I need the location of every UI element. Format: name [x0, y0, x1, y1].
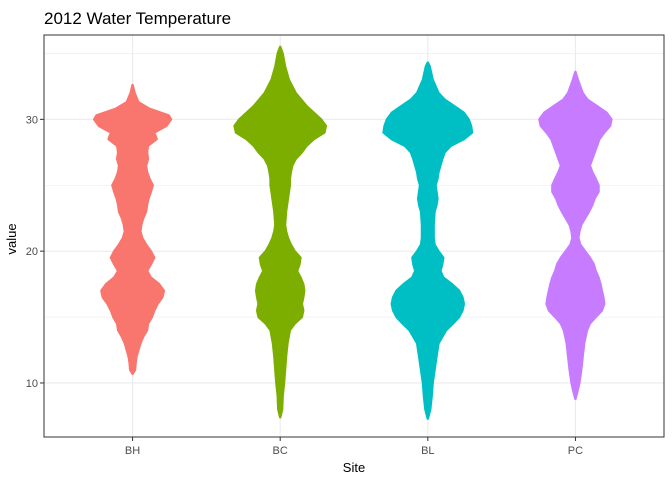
y-axis: 10 20 30 — [26, 114, 44, 390]
plot-panel-border — [43, 34, 665, 438]
violin-bh — [92, 83, 173, 375]
x-axis-title: Site — [343, 460, 365, 475]
y-tick-label: 30 — [26, 114, 38, 126]
violins — [92, 45, 613, 420]
y-tick-label: 20 — [26, 246, 38, 258]
y-tick-label: 10 — [26, 378, 38, 390]
y-axis-title: value — [4, 223, 19, 254]
x-tick-label: BL — [421, 445, 434, 457]
chart-title: 2012 Water Temperature — [44, 9, 231, 28]
x-tick-label: BH — [125, 445, 140, 457]
x-axis: BH BC BL PC — [125, 437, 583, 457]
violin-bc — [233, 45, 328, 419]
violin-bl — [382, 61, 474, 420]
x-tick-label: BC — [273, 445, 288, 457]
violin-pc — [538, 70, 613, 401]
x-tick-label: PC — [568, 445, 583, 457]
